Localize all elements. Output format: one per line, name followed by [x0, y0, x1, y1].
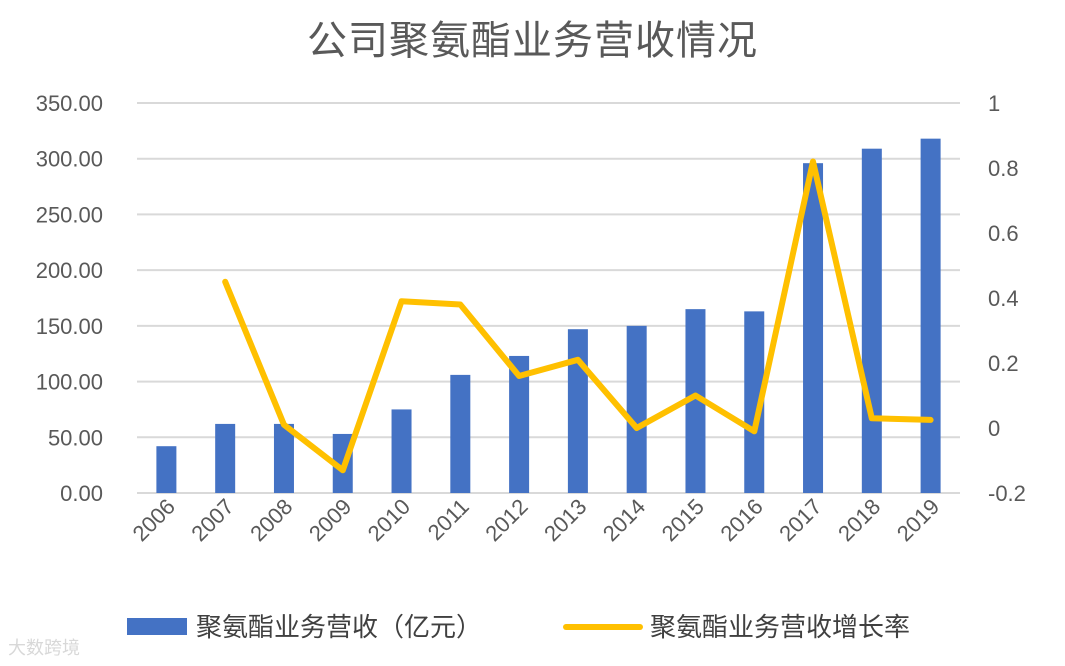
x-tick-label: 2007	[186, 494, 238, 546]
bar	[685, 309, 706, 493]
y-left-tick-label: 200.00	[36, 258, 103, 283]
y-right-tick-label: 0	[988, 416, 1000, 441]
y-right-tick-label: 0.6	[988, 221, 1019, 246]
bar	[156, 446, 177, 493]
y-left-tick-label: 300.00	[36, 147, 103, 172]
y-left-tick-label: 250.00	[36, 202, 103, 227]
bar	[509, 355, 530, 493]
bar	[861, 148, 882, 493]
y-right-tick-label: 0.4	[988, 286, 1019, 311]
legend-label-line: 聚氨酯业务营收增长率	[650, 613, 910, 643]
bar	[215, 423, 236, 493]
y-right-tick-label: -0.2	[988, 481, 1026, 506]
bar	[450, 374, 471, 493]
x-tick-label: 2012	[480, 494, 532, 546]
line-series	[222, 158, 934, 474]
x-tick-label: 2011	[423, 494, 474, 545]
bar	[626, 325, 647, 493]
bar	[920, 138, 941, 493]
bar	[567, 329, 588, 493]
y-left-tick-label: 350.00	[36, 91, 103, 116]
bar	[273, 423, 294, 493]
growth-rate-line	[222, 158, 934, 474]
x-tick-label: 2008	[245, 494, 297, 546]
x-tick-label: 2015	[657, 494, 709, 546]
left-axis-ticks: 0.00 50.00 100.00 150.00 200.00 250.00 300.00 3…	[36, 91, 103, 506]
watermark: 大数跨境	[8, 638, 80, 659]
x-tick-label: 2013	[539, 494, 591, 546]
legend: 聚氨酯业务营收（亿元） 聚氨酯业务营收增长率	[127, 613, 910, 643]
right-axis-ticks: -0.2 0 0.2 0.4 0.6 0.8 1	[988, 91, 1026, 506]
bar-series	[156, 138, 941, 493]
y-left-tick-label: 150.00	[36, 314, 103, 339]
y-left-tick-label: 0.00	[60, 481, 103, 506]
y-left-tick-label: 50.00	[48, 425, 103, 450]
x-tick-label: 2010	[363, 494, 415, 546]
x-tick-label: 2009	[304, 494, 356, 546]
y-left-tick-label: 100.00	[36, 370, 103, 395]
legend-swatch-bar	[127, 618, 187, 635]
x-axis-ticks: 2006 2007 2008 2009 2010 2011 2012 2013 2014 2015…	[128, 494, 945, 546]
y-right-tick-label: 0.8	[988, 156, 1019, 181]
bar	[803, 163, 824, 493]
y-right-tick-label: 0.2	[988, 351, 1019, 376]
x-tick-label: 2006	[128, 494, 180, 546]
y-right-tick-label: 1	[988, 91, 1000, 116]
x-tick-label: 2014	[598, 494, 650, 546]
x-tick-label: 2017	[774, 494, 826, 546]
chart-title: 公司聚氨酯业务营收情况	[307, 18, 758, 64]
x-tick-label: 2018	[833, 494, 885, 546]
x-tick-label: 2019	[892, 494, 944, 546]
bar	[744, 311, 765, 493]
x-tick-label: 2016	[715, 494, 767, 546]
bar	[391, 409, 412, 493]
gridlines	[137, 102, 960, 494]
legend-label-bar: 聚氨酯业务营收（亿元）	[196, 613, 482, 643]
